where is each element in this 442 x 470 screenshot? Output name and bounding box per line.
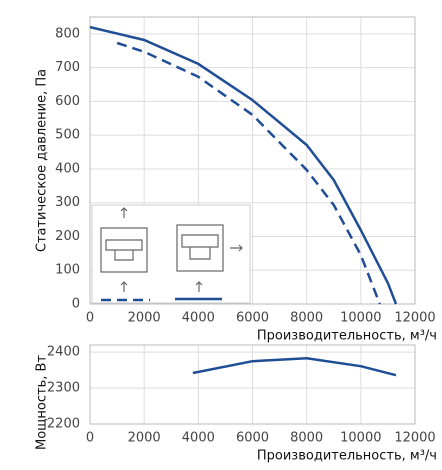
x-tick-label: 8000 <box>290 311 323 326</box>
x-tick-label: 2000 <box>128 431 161 446</box>
series-line <box>116 41 381 305</box>
y-tick-label: 0 <box>72 297 80 312</box>
x-axis-label: Производительность, м³/ч <box>257 449 437 464</box>
y-tick-label: 2300 <box>47 381 80 396</box>
y-tick-label: 600 <box>55 94 80 109</box>
y-tick-label: 500 <box>55 128 80 143</box>
y-tick-label: 700 <box>55 60 80 75</box>
y-tick-label: 800 <box>55 26 80 41</box>
x-tick-label: 6000 <box>236 431 269 446</box>
y-tick-label: 100 <box>55 263 80 278</box>
plot-frame <box>89 344 416 425</box>
y-axis-label: Статическое давление, Па <box>35 69 50 252</box>
y-tick-label: 2400 <box>47 345 80 360</box>
x-tick-label: 10000 <box>340 311 381 326</box>
x-tick-label: 6000 <box>236 311 269 326</box>
x-tick-label: 4000 <box>182 431 215 446</box>
y-tick-label: 400 <box>55 161 80 176</box>
series-line <box>89 25 398 305</box>
y-tick-label: 200 <box>55 229 80 244</box>
inset-box <box>91 204 251 304</box>
plot-frame <box>89 16 416 305</box>
x-tick-label: 8000 <box>290 431 323 446</box>
x-tick-label: 12000 <box>394 311 435 326</box>
y-tick-label: 300 <box>55 195 80 210</box>
fan-icons <box>100 207 243 292</box>
x-tick-label: 0 <box>86 431 94 446</box>
inset-legend <box>91 204 251 304</box>
x-axis-label: Производительность, м³/ч <box>257 329 437 344</box>
series-line <box>192 357 397 377</box>
y-tick-label: 2200 <box>47 417 80 432</box>
x-tick-label: 0 <box>86 311 94 326</box>
y-axis-label: Мощность, Вт <box>35 355 50 450</box>
x-tick-label: 10000 <box>340 431 381 446</box>
x-tick-label: 12000 <box>394 431 435 446</box>
x-tick-label: 2000 <box>128 311 161 326</box>
x-tick-label: 4000 <box>182 311 215 326</box>
